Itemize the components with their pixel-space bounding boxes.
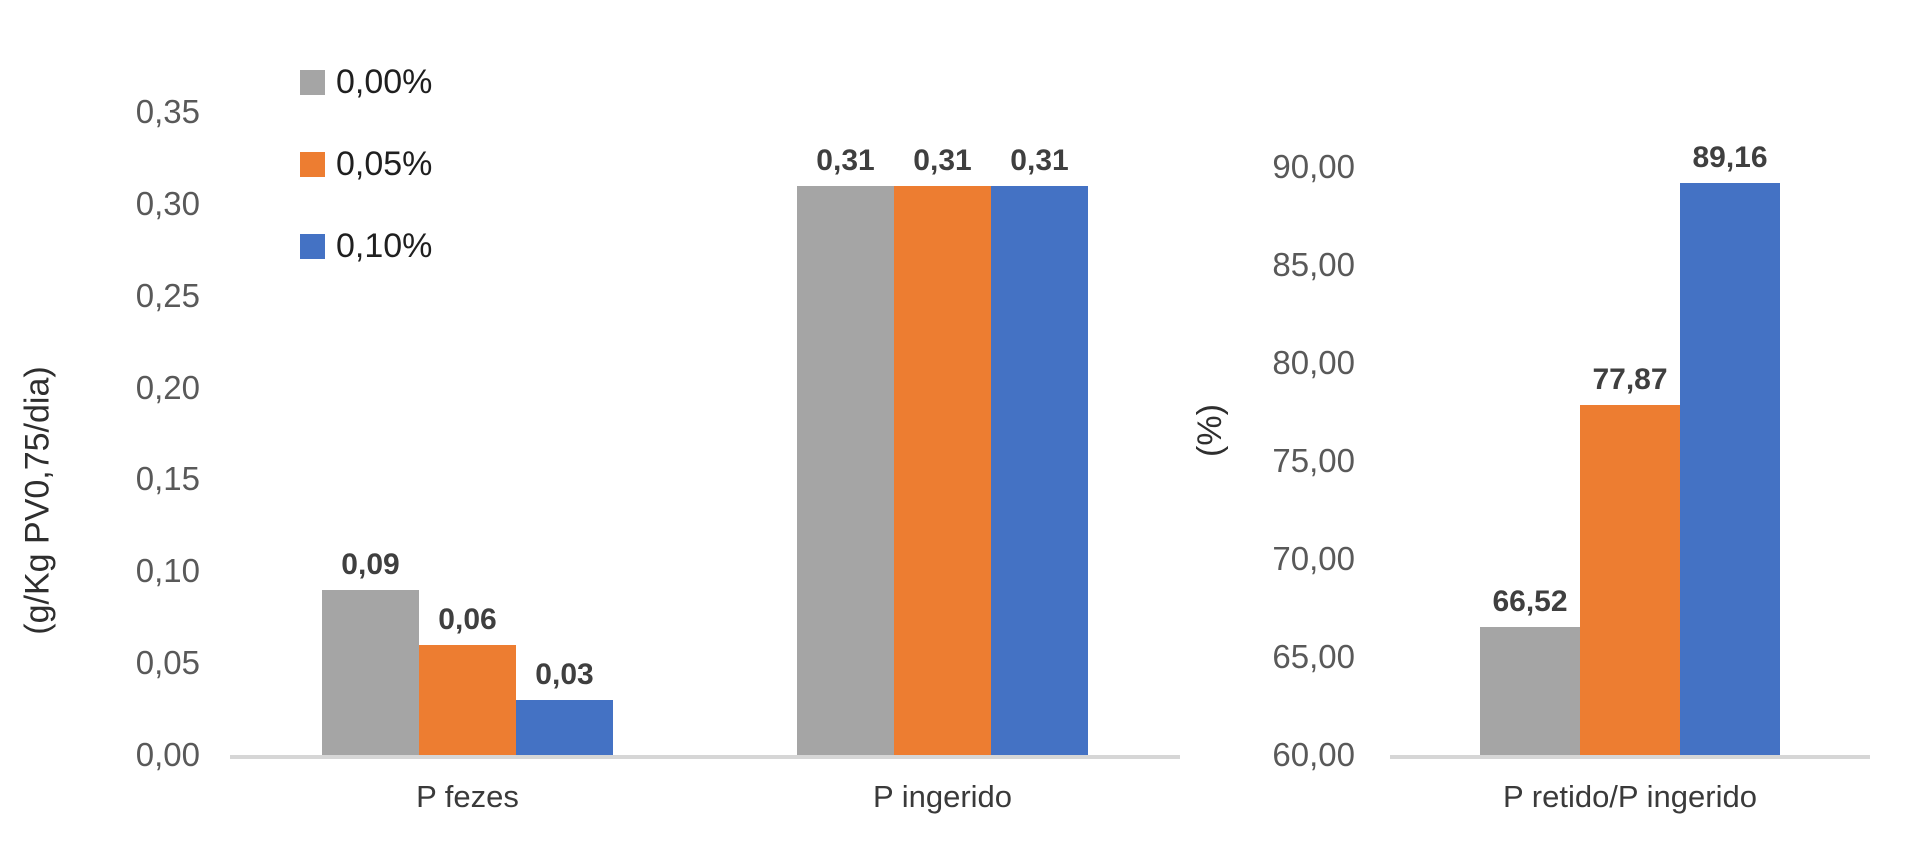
- y-tick-label: 0,00: [135, 736, 200, 773]
- bar-value-label: 77,87: [1592, 362, 1668, 396]
- bar-005: 0,31: [894, 144, 991, 755]
- y-tick-label: 0,10: [135, 552, 200, 590]
- left-y-axis-ticks: 0,00 0,05 0,10 0,15 0,20 0,25 0,30 0,35: [80, 93, 200, 773]
- category-slot: 0,31 0,31 0,31 P ingerido: [705, 112, 1180, 814]
- bar-value-label: 0,09: [341, 547, 400, 581]
- y-tick-label: 90,00: [1272, 148, 1355, 185]
- bar-000: 66,52: [1480, 585, 1580, 755]
- y-tick-label: 60,00: [1272, 736, 1355, 773]
- y-tick-label: 85,00: [1272, 246, 1355, 283]
- y-tick-label: 0,25: [135, 276, 200, 314]
- bar-000: 0,31: [797, 144, 894, 755]
- bar-value-label: 0,31: [816, 143, 875, 177]
- y-tick-label: 0,15: [135, 460, 200, 498]
- right-plot-area: 66,52 77,87 89,16 P retido/P ingerido: [1390, 141, 1870, 814]
- category-slot: 66,52 77,87 89,16 P retido/P ingerido: [1390, 141, 1870, 814]
- legend-swatch-icon: [300, 151, 325, 177]
- bar-value-label: 0,31: [913, 143, 972, 177]
- legend-item: 0,10%: [300, 226, 433, 265]
- legend-label: 0,10%: [336, 226, 433, 265]
- category-axis-label: P retido/P ingerido: [1503, 779, 1757, 814]
- bar-010: 89,16: [1680, 141, 1780, 755]
- y-tick-label: 75,00: [1272, 442, 1355, 479]
- bar-000: 0,09: [322, 548, 419, 755]
- left-y-axis-title-wrap: (g/Kg PV0,75/dia): [6, 240, 70, 760]
- y-tick-label: 0,05: [135, 644, 200, 682]
- legend-item: 0,05%: [300, 144, 433, 183]
- y-tick-label: 70,00: [1272, 540, 1355, 577]
- right-y-axis-ticks: 60,00 65,00 70,00 75,00 80,00 85,00 90,00: [1220, 148, 1355, 773]
- legend-item: 0,00%: [300, 62, 433, 101]
- category-axis-label: P fezes: [416, 779, 519, 814]
- bar-value-label: 66,52: [1492, 585, 1568, 619]
- legend-swatch-icon: [300, 233, 325, 259]
- legend-label: 0,05%: [336, 144, 433, 183]
- bar-value-label: 0,06: [438, 602, 497, 636]
- y-tick-label: 80,00: [1272, 344, 1355, 381]
- chart-legend: 0,00% 0,05% 0,10%: [300, 62, 433, 265]
- category-axis-label: P ingerido: [872, 779, 1013, 814]
- bar-010: 0,31: [991, 144, 1088, 755]
- y-tick-label: 0,35: [135, 93, 200, 130]
- category-slot: 0,09 0,06 0,03 P fezes: [230, 112, 705, 814]
- bar-value-label: 0,31: [1010, 143, 1069, 177]
- bar-005: 77,87: [1580, 363, 1680, 755]
- legend-label: 0,00%: [336, 62, 433, 101]
- bar-value-label: 89,16: [1692, 141, 1768, 175]
- legend-swatch-icon: [300, 69, 325, 95]
- left-plot-area: 0,09 0,06 0,03 P fezes 0,31 0,31 0,31 P ingerid…: [230, 112, 1180, 814]
- y-tick-label: 65,00: [1272, 638, 1355, 675]
- bar-010: 0,03: [516, 658, 613, 755]
- y-tick-label: 0,30: [135, 184, 200, 222]
- left-y-axis-title: (g/Kg PV0,75/dia): [18, 365, 57, 635]
- y-tick-label: 0,20: [135, 368, 200, 406]
- bar-value-label: 0,03: [535, 657, 594, 691]
- bar-005: 0,06: [419, 603, 516, 755]
